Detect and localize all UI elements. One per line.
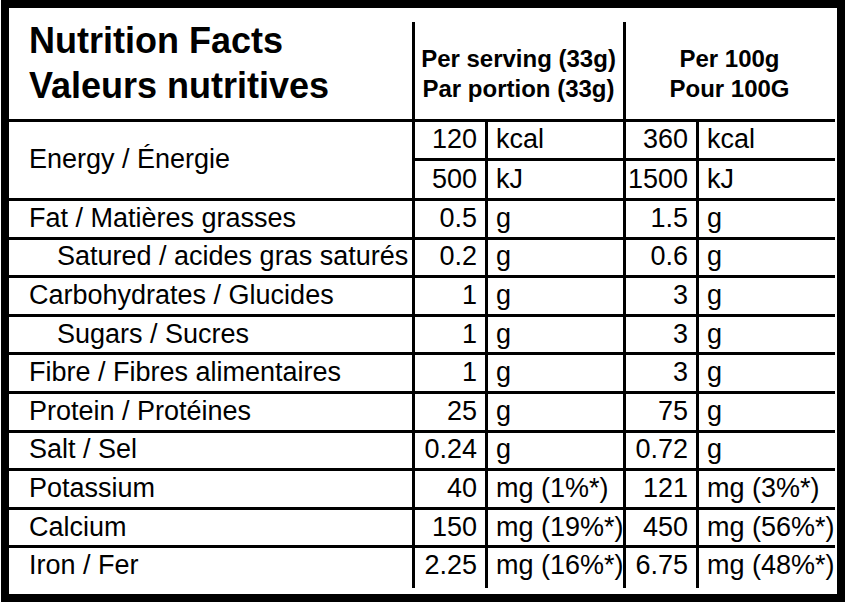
serving-value: 120 xyxy=(413,120,486,160)
energy-kj-row: 500 kJ 1500 kJ xyxy=(413,160,835,200)
row-label: Protein / Protéines xyxy=(9,392,413,431)
per100-value: 3 xyxy=(624,315,697,354)
per100-value: 121 xyxy=(624,469,697,508)
table-row: Calcium150mg (19%*)450mg (56%*) xyxy=(9,508,835,547)
table-row: Satured / acides gras saturés0.2g0.6g xyxy=(9,238,835,277)
serving-value: 0.2 xyxy=(413,238,486,277)
serving-value: 0.5 xyxy=(413,199,486,238)
per100-unit: kcal xyxy=(697,120,835,160)
table-row: Fibre / Fibres alimentaires1g3g xyxy=(9,353,835,392)
row-label: Iron / Fer xyxy=(9,546,413,585)
serving-unit: mg (19%*) xyxy=(486,508,624,547)
serving-unit: kJ xyxy=(486,160,624,200)
per100-unit: g xyxy=(697,276,835,315)
table-row: Carbohydrates / Glucides1g3g xyxy=(9,276,835,315)
serving-value: 150 xyxy=(413,508,486,547)
serving-unit: g xyxy=(486,392,624,431)
serving-value: 0.24 xyxy=(413,431,486,470)
per-100g-line-fr: Pour 100G xyxy=(669,74,789,104)
serving-value: 2.25 xyxy=(413,546,486,585)
nutrition-facts-label: Nutrition Facts Valeurs nutritives Per s… xyxy=(0,0,856,603)
table-title: Nutrition Facts Valeurs nutritives xyxy=(9,8,413,120)
per-serving-line-fr: Par portion (33g) xyxy=(422,74,614,104)
serving-unit: kcal xyxy=(486,120,624,160)
row-label: Carbohydrates / Glucides xyxy=(9,276,413,315)
table-row: Salt / Sel0.24g0.72g xyxy=(9,431,835,470)
serving-value: 1 xyxy=(413,315,486,354)
per100-unit: g xyxy=(697,353,835,392)
per100-unit: g xyxy=(697,431,835,470)
table-header: Nutrition Facts Valeurs nutritives Per s… xyxy=(9,8,835,120)
per100-value: 3 xyxy=(624,276,697,315)
per100-unit: mg (48%*) xyxy=(697,546,835,585)
row-label: Salt / Sel xyxy=(9,431,413,470)
serving-unit: g xyxy=(486,431,624,470)
row-label: Potassium xyxy=(9,469,413,508)
serving-unit: g xyxy=(486,353,624,392)
per100-value: 450 xyxy=(624,508,697,547)
row-label: Fibre / Fibres alimentaires xyxy=(9,353,413,392)
per100-value: 1500 xyxy=(624,160,697,200)
serving-value: 25 xyxy=(413,392,486,431)
energy-kcal-row: 120 kcal 360 kcal xyxy=(413,120,835,160)
per100-unit: mg (3%*) xyxy=(697,469,835,508)
serving-unit: mg (16%*) xyxy=(486,546,624,585)
per100-unit: g xyxy=(697,199,835,238)
table-content: Nutrition Facts Valeurs nutritives Per s… xyxy=(9,8,835,594)
per100-value: 1.5 xyxy=(624,199,697,238)
table-row: Iron / Fer2.25mg (16%*)6.75mg (48%*) xyxy=(9,546,835,585)
per-serving-line-en: Per serving (33g) xyxy=(421,44,616,74)
title-line-en: Nutrition Facts xyxy=(29,18,413,63)
energy-values: 120 kcal 360 kcal 500 kJ 1500 kJ xyxy=(413,120,835,199)
per100-value: 75 xyxy=(624,392,697,431)
table-row: Potassium40mg (1%*)121mg (3%*) xyxy=(9,469,835,508)
row-label: Calcium xyxy=(9,508,413,547)
serving-unit: mg (1%*) xyxy=(486,469,624,508)
per-100g-line-en: Per 100g xyxy=(679,44,779,74)
per100-unit: kJ xyxy=(697,160,835,200)
per100-value: 6.75 xyxy=(624,546,697,585)
per100-value: 360 xyxy=(624,120,697,160)
per100-value: 0.72 xyxy=(624,431,697,470)
row-label: Satured / acides gras saturés xyxy=(9,238,413,277)
serving-value: 1 xyxy=(413,353,486,392)
per100-unit: g xyxy=(697,315,835,354)
title-line-fr: Valeurs nutritives xyxy=(29,63,413,108)
per100-unit: mg (56%*) xyxy=(697,508,835,547)
column-header-per-100g: Per 100g Pour 100G xyxy=(624,8,835,120)
serving-unit: g xyxy=(486,276,624,315)
column-header-per-serving: Per serving (33g) Par portion (33g) xyxy=(413,8,624,120)
serving-value: 1 xyxy=(413,276,486,315)
row-label: Energy / Énergie xyxy=(9,120,413,199)
table-row: Protein / Protéines25g75g xyxy=(9,392,835,431)
per100-value: 3 xyxy=(624,353,697,392)
row-label: Sugars / Sucres xyxy=(9,315,413,354)
per100-unit: g xyxy=(697,392,835,431)
per100-unit: g xyxy=(697,238,835,277)
serving-unit: g xyxy=(486,238,624,277)
serving-unit: g xyxy=(486,199,624,238)
serving-value: 500 xyxy=(413,160,486,200)
serving-unit: g xyxy=(486,315,624,354)
table-row: Fat / Matières grasses0.5g1.5g xyxy=(9,199,835,238)
table-row: Sugars / Sucres1g3g xyxy=(9,315,835,354)
energy-row: Energy / Énergie 120 kcal 360 kcal 500 k… xyxy=(9,120,835,199)
per100-value: 0.6 xyxy=(624,238,697,277)
row-label: Fat / Matières grasses xyxy=(9,199,413,238)
nutrient-rows: Fat / Matières grasses0.5g1.5gSatured / … xyxy=(9,199,835,585)
serving-value: 40 xyxy=(413,469,486,508)
